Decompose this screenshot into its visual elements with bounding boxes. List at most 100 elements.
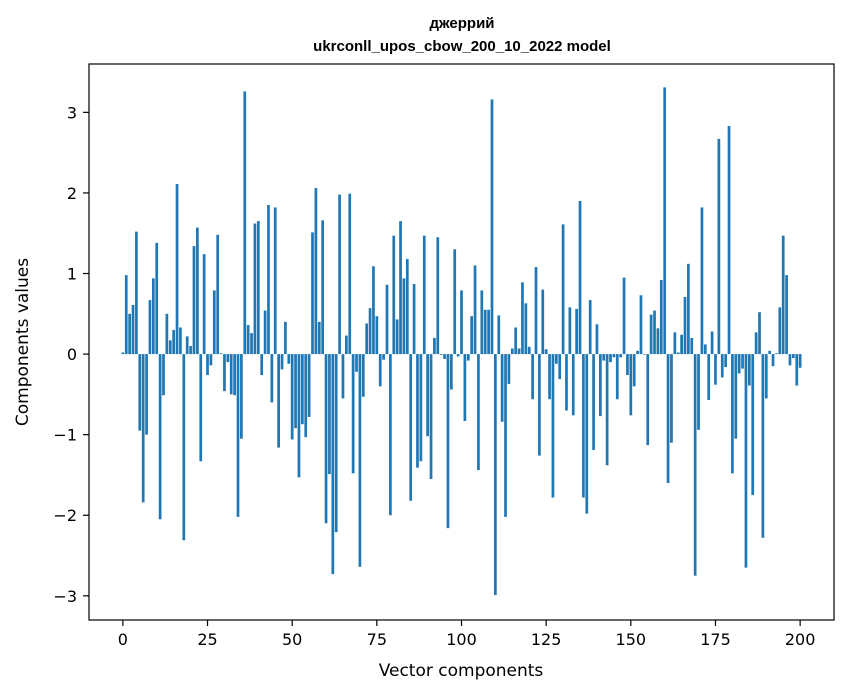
bar-component-19 [185,336,189,355]
bar-component-141 [598,354,602,417]
bar-component-13 [165,313,169,355]
bar-component-159 [659,279,663,355]
bar-component-6 [141,354,145,503]
y-tick-label--2: −2 [53,506,77,525]
bar-component-144 [609,354,612,363]
bar-component-198 [792,354,795,359]
bar-component-176 [717,138,721,355]
bar-component-62 [331,354,335,575]
bar-component-119 [524,303,528,355]
bar-component-108 [487,309,490,355]
y-tick-label-0: 0 [67,345,77,364]
bar-component-148 [622,277,626,355]
bar-component-187 [754,332,758,355]
bar-component-1 [124,275,128,355]
bar-component-39 [253,223,257,355]
bar-component-77 [382,354,385,360]
x-tick-label-50: 50 [282,630,302,649]
bar-component-125 [544,349,548,355]
bar-component-126 [548,354,551,400]
bar-component-5 [138,354,142,431]
bar-component-112 [500,354,504,422]
bar-component-139 [592,354,595,450]
bar-component-73 [368,308,372,355]
bar-component-86 [412,283,416,355]
bar-component-98 [453,249,457,355]
bar-component-150 [629,354,633,416]
bar-component-117 [517,348,521,355]
bar-component-183 [741,354,744,369]
bar-component-200 [798,354,802,368]
bar-component-36 [243,91,247,355]
bar-component-78 [385,284,389,355]
bar-component-85 [409,354,413,501]
x-tick-label-75: 75 [367,630,387,649]
bar-component-109 [490,99,494,355]
bar-component-49 [287,354,291,364]
y-tick-label--1: −1 [53,426,77,445]
bar-component-75 [375,316,379,355]
bar-component-147 [619,354,623,358]
bar-component-172 [703,344,707,355]
bar-component-59 [321,220,325,355]
bar-component-80 [392,235,396,355]
bar-component-15 [172,329,176,355]
bar-component-54 [304,354,308,438]
bar-component-158 [656,328,660,355]
y-tick-label--3: −3 [53,587,77,606]
bar-component-197 [788,354,792,366]
bar-component-12 [162,354,165,396]
bar-component-161 [666,354,670,484]
bar-component-169 [693,354,697,576]
bar-component-194 [778,307,782,355]
bar-component-124 [541,289,545,355]
bar-component-22 [196,227,199,355]
bar-component-104 [473,265,477,355]
bar-component-83 [402,278,406,355]
bar-component-110 [494,354,497,596]
bar-component-97 [449,354,453,390]
bar-component-182 [737,354,741,374]
bar-component-116 [514,327,518,355]
bar-component-163 [673,332,677,355]
bar-component-114 [507,354,511,384]
bar-component-43 [267,205,270,355]
bar-component-23 [199,354,203,462]
bar-component-113 [504,354,507,517]
bar-component-129 [558,354,562,380]
bar-component-100 [460,290,463,355]
bar-component-10 [155,242,159,355]
bar-component-152 [636,350,639,355]
bar-component-99 [456,354,460,357]
bar-component-67 [348,193,352,355]
y-axis: −3 −2 −1 0 1 2 3 [53,103,89,606]
bar-component-37 [246,325,250,355]
bar-component-38 [250,333,253,355]
bar-component-132 [568,307,572,355]
bar-component-46 [277,354,280,448]
bar-component-106 [480,290,484,355]
bar-component-160 [663,87,667,355]
bar-component-45 [273,207,277,355]
bar-component-69 [355,354,358,372]
x-tick-label-200: 200 [785,630,816,649]
bar-component-8 [148,300,152,355]
bar-component-4 [135,231,138,355]
bar-component-133 [571,354,575,416]
bar-component-88 [419,354,423,462]
bar-component-165 [680,334,683,355]
bar-component-56 [311,232,314,355]
bar-component-60 [324,354,328,524]
bar-component-164 [676,352,680,355]
bar-component-162 [670,354,673,443]
bar-component-44 [270,354,274,403]
bar-component-26 [209,354,213,366]
bar-component-11 [158,354,162,520]
bar-component-41 [260,354,264,376]
bar-component-47 [280,354,284,370]
bar-component-61 [328,354,331,475]
x-tick-label-175: 175 [700,630,731,649]
bar-component-48 [284,321,287,355]
y-tick-label-2: 2 [67,184,77,203]
